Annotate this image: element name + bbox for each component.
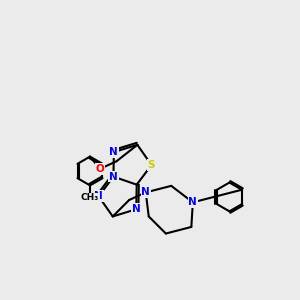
Text: N: N	[109, 172, 118, 182]
Text: CH₃: CH₃	[81, 194, 99, 202]
Text: N: N	[94, 191, 103, 201]
Text: N: N	[132, 204, 141, 214]
Text: N: N	[110, 147, 118, 157]
Text: S: S	[148, 160, 155, 170]
Text: N: N	[188, 197, 197, 207]
Text: N: N	[141, 188, 150, 197]
Text: O: O	[95, 164, 104, 174]
